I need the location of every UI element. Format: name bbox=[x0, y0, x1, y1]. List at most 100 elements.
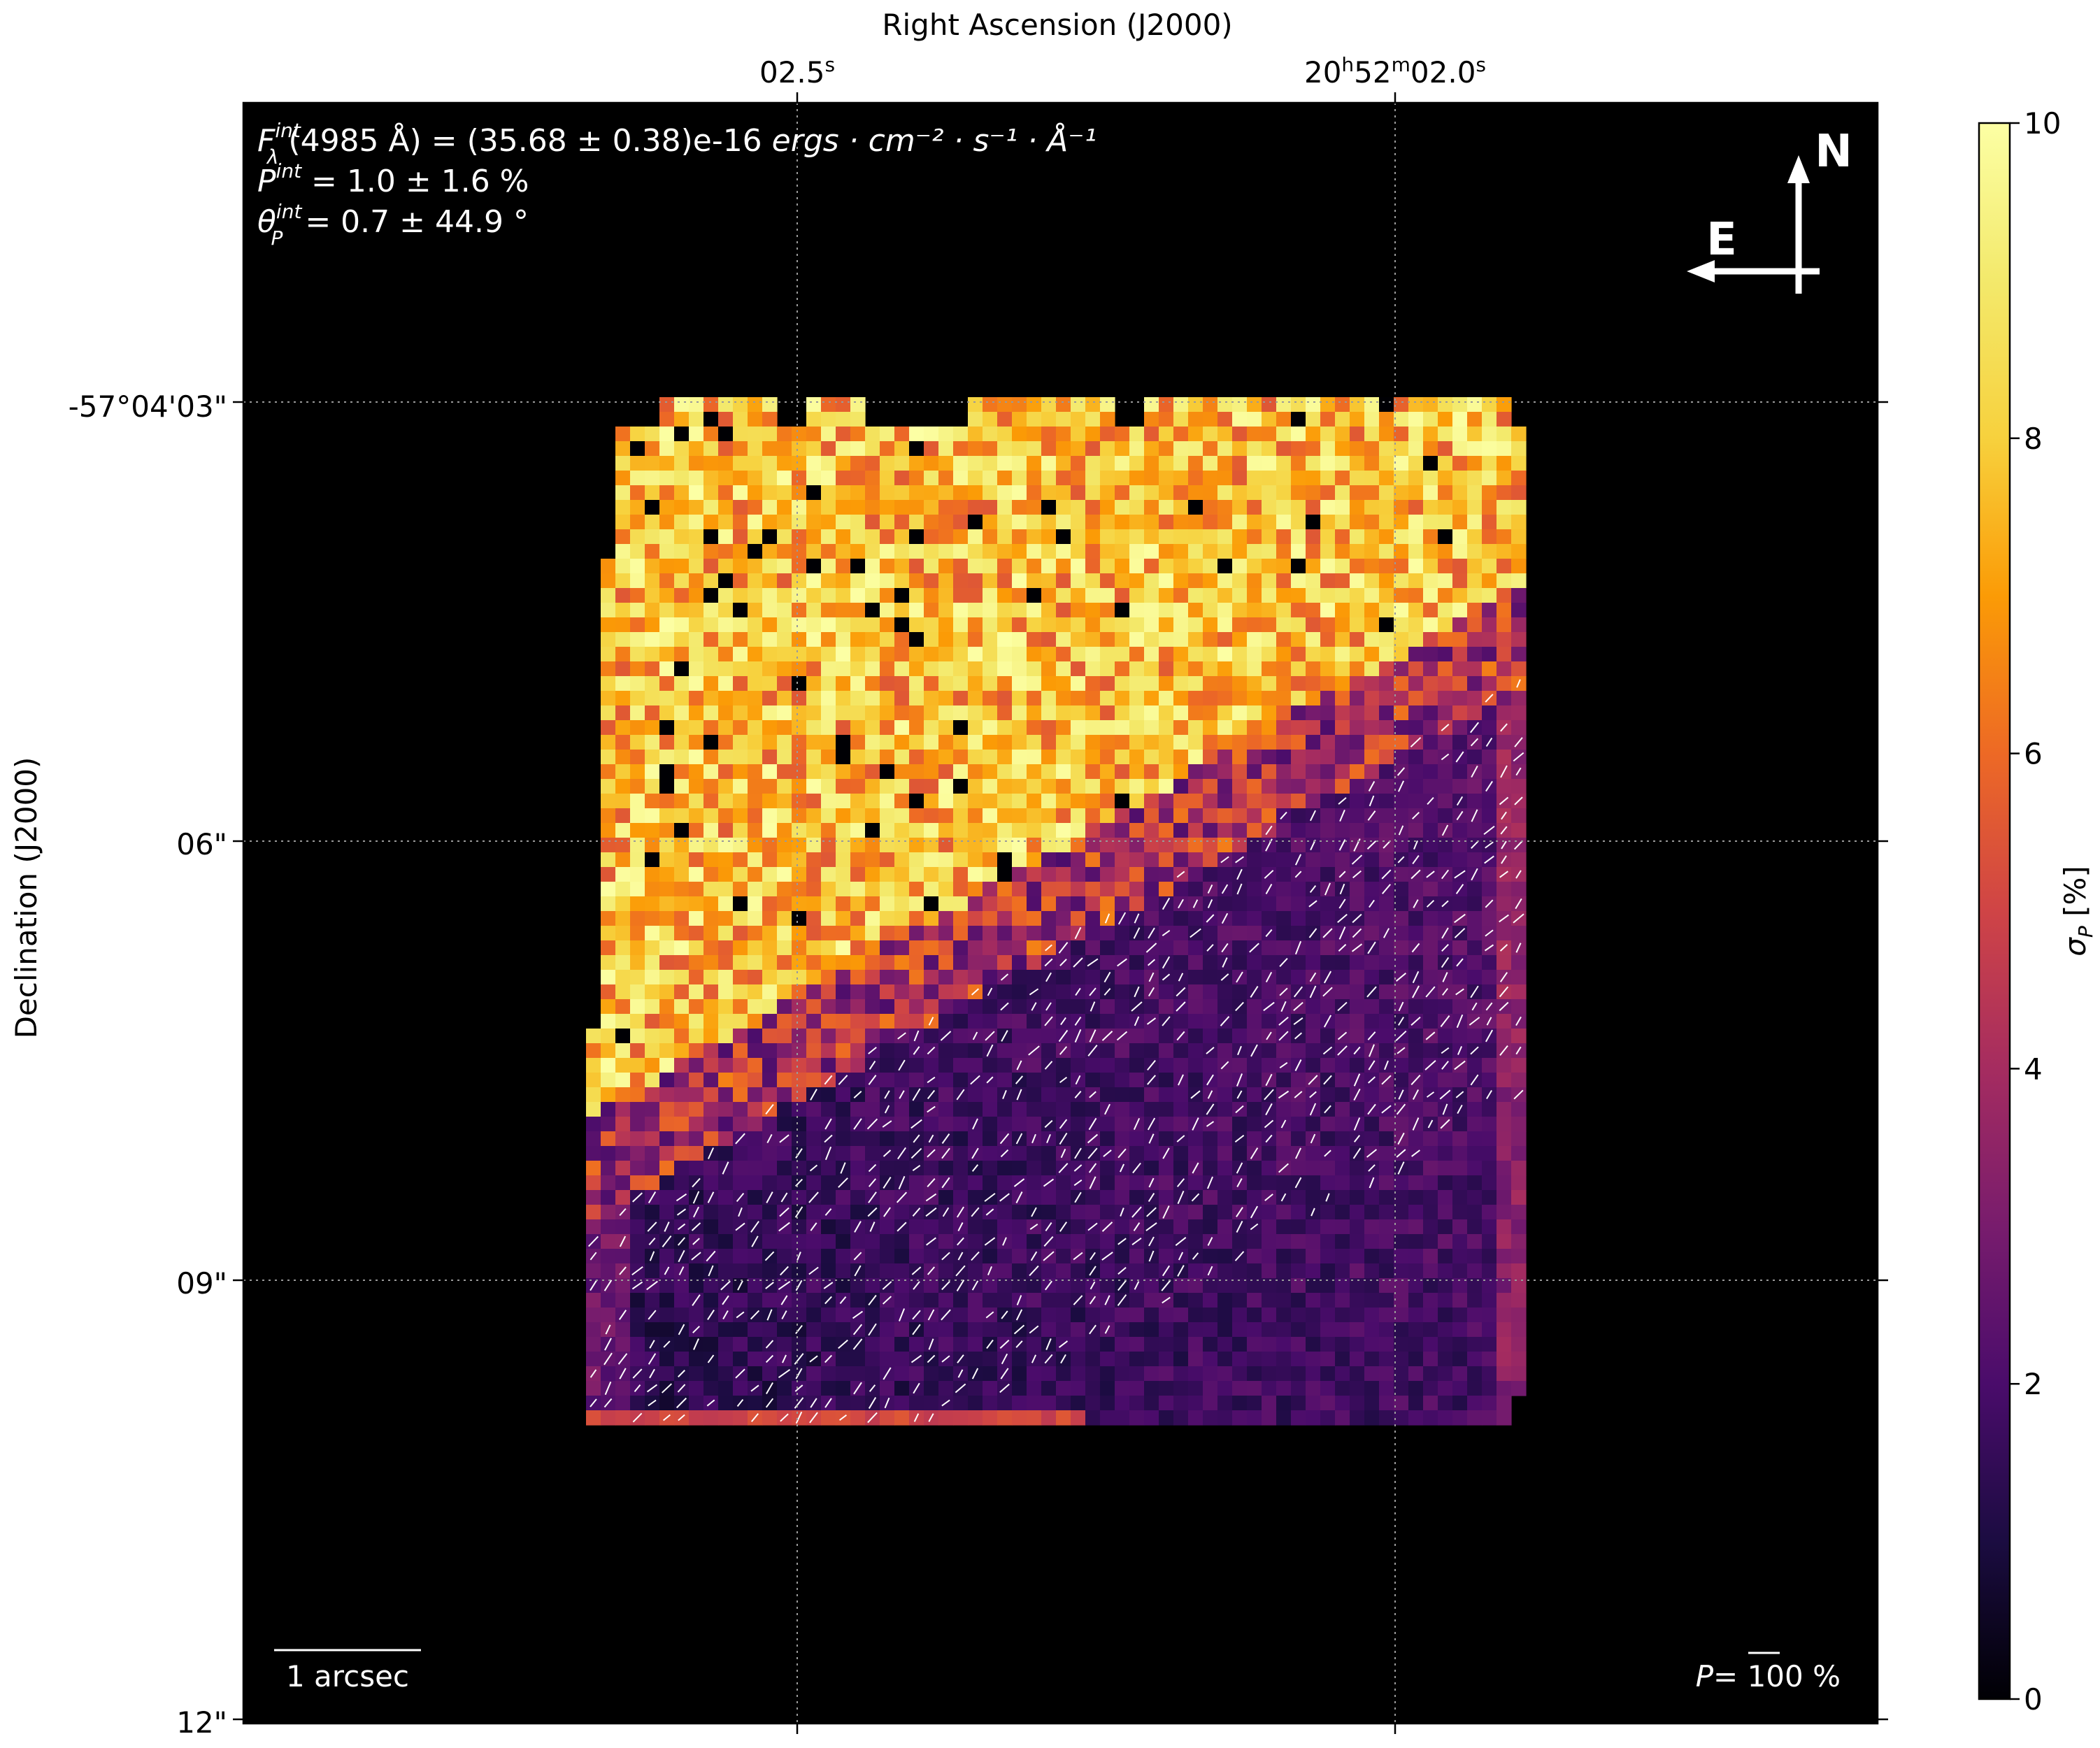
heatmap-cell bbox=[1173, 808, 1189, 824]
heatmap-cell bbox=[1115, 808, 1130, 824]
polarization-vector bbox=[1513, 840, 1524, 850]
polarization-vector bbox=[1395, 973, 1407, 982]
heatmap-cell bbox=[748, 1043, 763, 1059]
heatmap-cell bbox=[1335, 617, 1350, 633]
heatmap-cell bbox=[762, 882, 778, 897]
heatmap-cell bbox=[645, 984, 660, 1000]
heatmap-cell bbox=[1408, 1410, 1424, 1426]
heatmap-cell bbox=[1056, 1102, 1071, 1117]
heatmap-cell bbox=[1423, 764, 1438, 780]
heatmap-cell bbox=[1379, 911, 1394, 926]
polarization-vector bbox=[1323, 970, 1332, 984]
heatmap-cell bbox=[1394, 1073, 1409, 1088]
heatmap-cell bbox=[689, 1117, 704, 1132]
heatmap-cell bbox=[850, 588, 866, 603]
heatmap-cell bbox=[894, 940, 910, 956]
heatmap-cell bbox=[1173, 720, 1189, 736]
heatmap-cell bbox=[953, 647, 969, 662]
heatmap-cell bbox=[1350, 1410, 1365, 1426]
polarization-vector bbox=[898, 1059, 906, 1071]
heatmap-cell bbox=[1129, 1352, 1145, 1367]
heatmap-cell bbox=[1482, 647, 1497, 662]
heatmap-cell bbox=[821, 823, 836, 838]
heatmap-cell bbox=[821, 720, 836, 736]
heatmap-cell bbox=[601, 661, 616, 677]
heatmap-cell bbox=[1144, 1293, 1159, 1308]
heatmap-cell bbox=[1262, 617, 1277, 633]
heatmap-cell bbox=[953, 1102, 969, 1117]
heatmap-cell bbox=[689, 397, 704, 413]
heatmap-cell bbox=[1203, 676, 1218, 692]
heatmap-cell bbox=[1394, 1117, 1409, 1132]
heatmap-cell bbox=[1041, 882, 1057, 897]
heatmap-cell bbox=[630, 529, 645, 545]
heatmap-cell bbox=[1115, 456, 1130, 471]
heatmap-cell bbox=[748, 984, 763, 1000]
polarization-vector bbox=[1162, 1265, 1171, 1277]
heatmap-cell bbox=[1012, 1278, 1027, 1294]
heatmap-cell bbox=[983, 691, 998, 706]
polarization-vector bbox=[1016, 1060, 1022, 1070]
heatmap-cell bbox=[1203, 955, 1218, 970]
heatmap-cell bbox=[953, 441, 969, 457]
heatmap-cell bbox=[1100, 867, 1115, 882]
heatmap-cell bbox=[1188, 647, 1203, 662]
polarization-vector bbox=[1413, 840, 1418, 850]
heatmap-cell bbox=[1085, 691, 1101, 706]
heatmap-cell bbox=[1129, 441, 1145, 457]
polarization-vector bbox=[910, 1147, 922, 1159]
heatmap-cell bbox=[1129, 1087, 1145, 1103]
heatmap-cell bbox=[1497, 691, 1512, 706]
heatmap-cell bbox=[1085, 471, 1101, 486]
polarization-vector bbox=[1000, 973, 1009, 981]
heatmap-cell bbox=[1452, 676, 1468, 692]
heatmap-cell bbox=[1071, 911, 1086, 926]
heatmap-cell bbox=[1012, 823, 1027, 838]
heatmap-cell bbox=[674, 750, 690, 765]
polarization-vector bbox=[1087, 1147, 1098, 1159]
heatmap-cell bbox=[1115, 1219, 1130, 1235]
heatmap-cell bbox=[909, 852, 924, 868]
heatmap-cell bbox=[674, 1146, 690, 1161]
heatmap-cell bbox=[1100, 999, 1115, 1015]
heatmap-cell bbox=[615, 1190, 631, 1205]
heatmap-cell bbox=[689, 984, 704, 1000]
heatmap-cell bbox=[718, 588, 734, 603]
heatmap-cell bbox=[1027, 676, 1042, 692]
heatmap-cell bbox=[792, 852, 807, 868]
heatmap-cell bbox=[674, 1058, 690, 1073]
heatmap-cell bbox=[1173, 544, 1189, 559]
polarization-vector bbox=[649, 1251, 655, 1261]
heatmap-cell bbox=[1173, 838, 1189, 853]
polarization-vector bbox=[941, 1309, 951, 1321]
heatmap-cell bbox=[1203, 1131, 1218, 1147]
heatmap-cell bbox=[1350, 661, 1365, 677]
heatmap-cell bbox=[1335, 471, 1350, 486]
polarization-vector bbox=[1384, 1060, 1389, 1070]
heatmap-cell bbox=[1276, 1073, 1292, 1088]
heatmap-cell bbox=[718, 573, 734, 589]
heatmap-cell bbox=[615, 1087, 631, 1103]
heatmap-cell bbox=[630, 456, 645, 471]
heatmap-cell bbox=[1144, 1278, 1159, 1294]
heatmap-cell bbox=[762, 1366, 778, 1382]
heatmap-cell bbox=[850, 603, 866, 618]
heatmap-cell bbox=[1173, 559, 1189, 574]
heatmap-cell bbox=[1203, 544, 1218, 559]
heatmap-cell bbox=[1173, 441, 1189, 457]
heatmap-cell bbox=[762, 1087, 778, 1103]
heatmap-cell bbox=[748, 750, 763, 765]
polarization-vector bbox=[779, 1207, 790, 1217]
heatmap-cell bbox=[601, 1410, 616, 1426]
heatmap-cell bbox=[850, 779, 866, 794]
heatmap-cell bbox=[762, 750, 778, 765]
heatmap-cell bbox=[674, 1102, 690, 1117]
heatmap-cell bbox=[1497, 1381, 1512, 1396]
heatmap-cell bbox=[762, 515, 778, 530]
polarization-vector bbox=[1074, 1016, 1082, 1026]
heatmap-cell bbox=[1379, 1131, 1394, 1147]
heatmap-cell bbox=[1262, 427, 1277, 442]
heatmap-cell bbox=[1511, 1293, 1527, 1308]
heatmap-cell bbox=[1027, 500, 1042, 515]
heatmap-cell bbox=[806, 720, 822, 736]
